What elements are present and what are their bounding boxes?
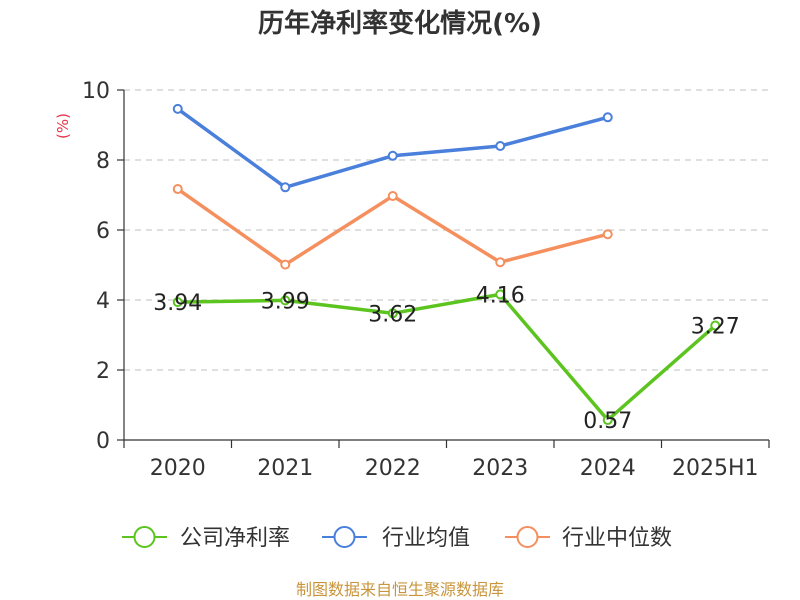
- data-point: [172, 103, 183, 114]
- data-label: 3.62: [368, 302, 417, 327]
- data-point: [387, 308, 398, 319]
- data-point: [280, 182, 291, 193]
- legend-marker: [333, 526, 356, 548]
- series-line-2: [176, 107, 609, 190]
- data-point: [280, 295, 291, 306]
- y-tick-label: 6: [96, 219, 110, 244]
- data-point: [172, 184, 183, 195]
- y-tick-label: 8: [96, 149, 110, 174]
- data-labels: 3.94 3.99 3.62 4.16 0.57 3.27: [153, 283, 739, 434]
- data-point: [495, 257, 506, 268]
- x-tick-label: 2022: [365, 456, 421, 481]
- data-label: 3.27: [691, 315, 740, 340]
- data-point: [495, 289, 506, 300]
- y-tick-label: 10: [82, 79, 110, 104]
- data-point: [495, 141, 506, 151]
- x-tick-label: 2025H1: [672, 456, 759, 481]
- data-point: [172, 297, 183, 308]
- x-tick-label: 2020: [150, 456, 206, 481]
- data-point: [602, 415, 613, 426]
- series-line-1: [177, 292, 717, 422]
- data-label: 3.99: [261, 289, 310, 314]
- y-tick-label: 4: [96, 289, 110, 314]
- y-axis-label: (%): [54, 113, 72, 139]
- data-point: [387, 191, 398, 202]
- legend-marker: [516, 526, 539, 548]
- data-point: [710, 320, 721, 331]
- axes: 0 2 4 6 8 10 2020 2021 2022 2023 2024 2025H1: [82, 79, 770, 481]
- legend: 公司净利率 行业均值 行业中位数: [122, 526, 672, 551]
- x-tick-label: 2023: [472, 456, 528, 481]
- legend-label: 行业均值: [382, 526, 470, 551]
- legend-label: 行业中位数: [562, 526, 672, 551]
- data-point: [602, 112, 613, 123]
- data-point: [602, 229, 613, 240]
- series-layer: [172, 103, 721, 426]
- data-label: 4.16: [476, 283, 525, 308]
- y-tick-label: 0: [96, 429, 110, 454]
- legend-label: 公司净利率: [180, 526, 290, 551]
- legend-marker: [133, 526, 156, 548]
- x-tick-label: 2024: [580, 456, 636, 481]
- data-label: 3.94: [153, 291, 202, 316]
- data-point: [387, 150, 398, 161]
- source-note: 制图数据来自恒生聚源数据库: [296, 580, 504, 599]
- chart-title: 历年净利率变化情况(%): [258, 8, 542, 39]
- y-tick-label: 2: [96, 359, 110, 384]
- data-label: 0.57: [583, 409, 632, 434]
- x-tick-label: 2021: [257, 456, 313, 481]
- data-point: [280, 259, 291, 270]
